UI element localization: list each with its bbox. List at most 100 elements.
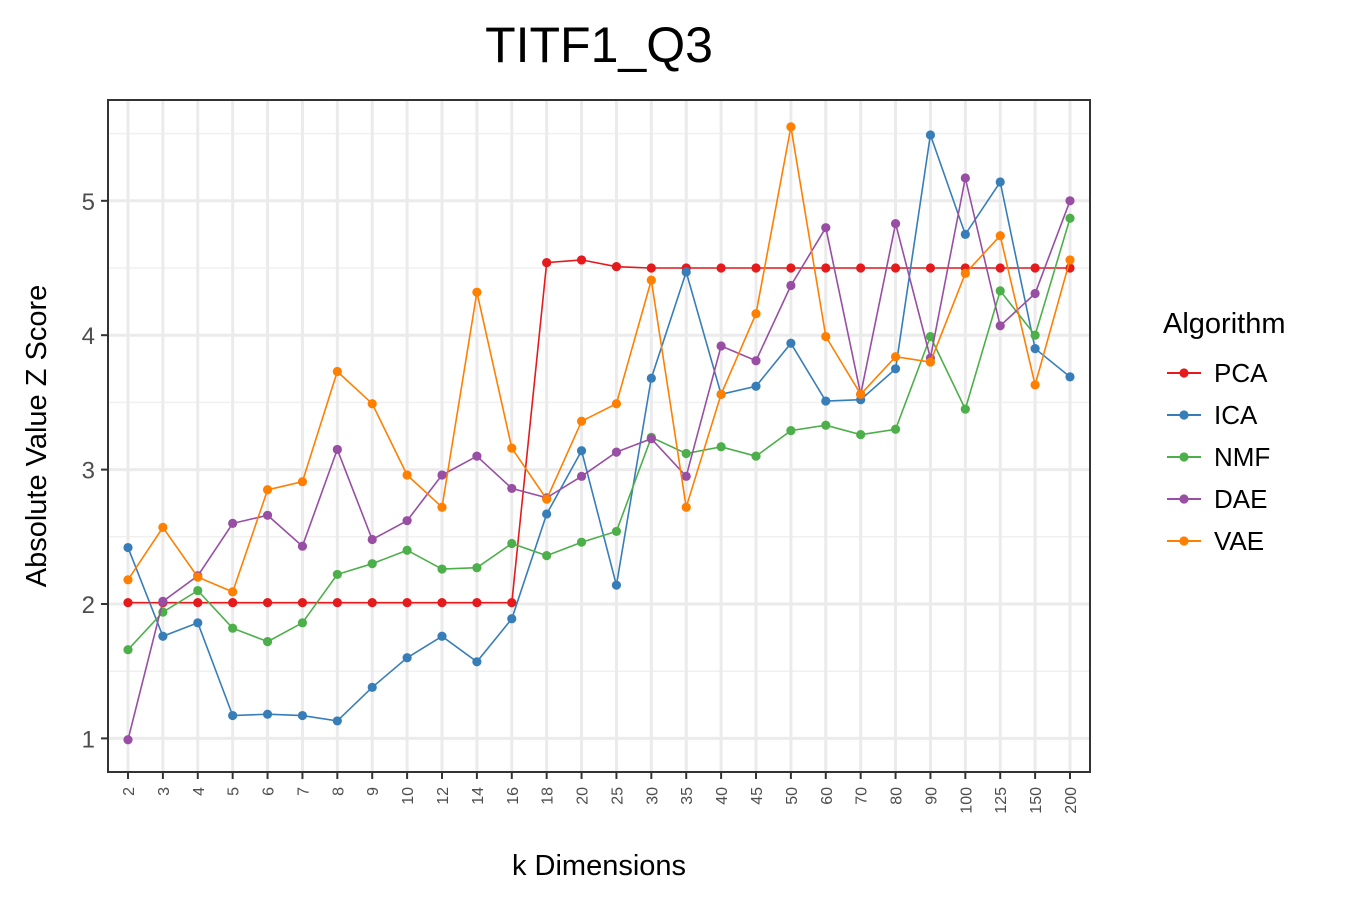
data-point [193, 618, 203, 628]
x-tick-label: 150 [1028, 787, 1045, 814]
data-point [786, 263, 796, 273]
data-point [158, 596, 168, 606]
data-point [856, 263, 866, 273]
x-tick-label: 3 [156, 787, 173, 796]
legend-key-point [1179, 452, 1189, 462]
data-point [402, 516, 412, 526]
series-ica [123, 130, 1075, 726]
data-point [228, 598, 238, 608]
data-point [716, 442, 726, 452]
data-point [821, 223, 831, 233]
x-tick-label: 45 [749, 787, 766, 805]
data-point [786, 122, 796, 132]
data-point [297, 618, 308, 628]
data-point [646, 373, 656, 383]
legend: Algorithm PCA ICA NMF DAE VAE [1163, 308, 1286, 556]
data-point [262, 637, 273, 647]
data-point [960, 229, 970, 239]
data-point [123, 542, 133, 553]
data-point [960, 404, 970, 414]
data-point [611, 262, 622, 272]
data-point [681, 471, 691, 481]
series-pca [123, 255, 1075, 608]
data-point [576, 255, 587, 265]
x-tick-label: 60 [819, 787, 836, 805]
data-point [472, 598, 482, 608]
data-point [786, 338, 796, 348]
data-point [158, 522, 168, 532]
series-vae [123, 122, 1075, 597]
data-point [228, 623, 238, 633]
x-tick-label: 50 [784, 787, 801, 805]
x-tick-label: 2 [121, 787, 138, 796]
data-point [1030, 288, 1040, 299]
y-tick-label: 2 [82, 592, 95, 619]
data-point [332, 569, 342, 580]
data-point [297, 598, 308, 608]
data-point [1065, 372, 1075, 382]
data-point [995, 231, 1005, 241]
data-point [995, 263, 1005, 273]
data-point [402, 653, 412, 663]
x-tick-label: 100 [958, 787, 975, 814]
x-tick-label: 7 [295, 787, 312, 796]
x-tick-label: 4 [191, 787, 208, 796]
data-point [995, 177, 1005, 187]
data-point [507, 538, 517, 549]
data-point [193, 572, 203, 582]
y-tick-label: 1 [82, 726, 95, 753]
legend-item-dae: DAE [1167, 484, 1267, 514]
x-axis-title: k Dimensions [512, 850, 686, 882]
y-axis: 1 2 3 4 5 [82, 189, 108, 753]
x-tick-label: 40 [714, 787, 731, 805]
grid [108, 100, 1090, 772]
data-point [1030, 344, 1040, 354]
data-point [228, 518, 238, 528]
x-tick-label: 70 [854, 787, 871, 805]
x-tick-label: 20 [575, 787, 592, 805]
data-point [297, 477, 308, 487]
data-point [123, 575, 133, 585]
data-point [716, 263, 726, 273]
data-point [367, 598, 377, 608]
data-point [576, 537, 587, 547]
data-point [228, 587, 238, 597]
data-point [856, 430, 866, 440]
x-tick-label: 10 [400, 787, 417, 805]
data-point [472, 287, 482, 297]
data-point [472, 563, 482, 573]
data-point [751, 451, 761, 461]
y-tick-label: 5 [82, 189, 95, 216]
data-point [332, 444, 342, 455]
legend-item-ica: ICA [1167, 400, 1258, 430]
series-line-pca [128, 259, 1070, 604]
x-tick-label: 125 [993, 787, 1010, 814]
legend-label: VAE [1214, 526, 1264, 556]
data-point [821, 420, 831, 430]
data-point [123, 735, 133, 745]
x-tick-label: 30 [644, 787, 661, 805]
x-tick-label: 9 [365, 787, 382, 796]
data-point [1030, 330, 1040, 340]
data-point [507, 483, 517, 494]
x-tick-label: 5 [226, 787, 243, 796]
data-point [262, 709, 273, 719]
data-point [995, 321, 1005, 331]
data-point [716, 341, 726, 351]
y-tick-label: 4 [82, 323, 95, 350]
x-tick-label: 25 [609, 787, 626, 805]
data-point [890, 364, 901, 374]
data-point [437, 598, 447, 608]
x-axis: 2 3 4 5 6 7 8 9 10 12 14 16 18 20 25 30 35 40 45 50 60 70 80 90… [121, 772, 1080, 814]
x-tick-label: 8 [330, 787, 347, 796]
series-line-dae [127, 177, 1071, 740]
data-point [262, 485, 273, 495]
data-point [611, 447, 622, 457]
x-tick-label: 14 [470, 787, 487, 805]
data-point [646, 434, 656, 444]
legend-key-point [1179, 410, 1189, 420]
data-point [193, 585, 203, 596]
data-point [960, 173, 970, 183]
data-point [123, 645, 133, 655]
series-line-vae [127, 126, 1071, 593]
